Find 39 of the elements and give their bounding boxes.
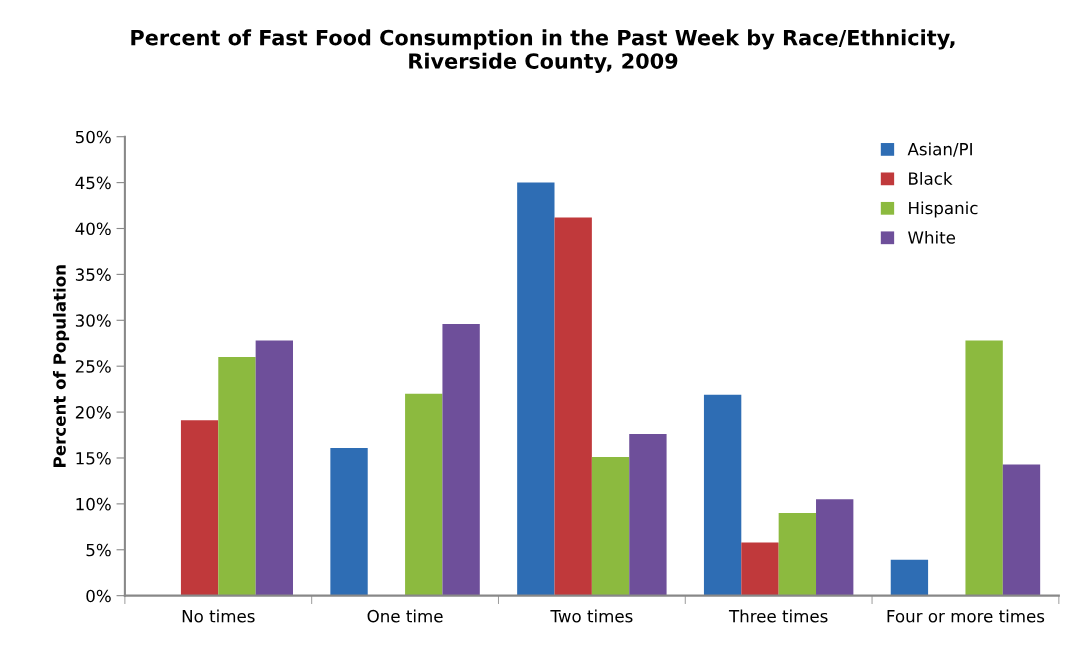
bar bbox=[629, 434, 667, 596]
bar bbox=[703, 394, 742, 596]
y-tick-label: 25% bbox=[75, 360, 111, 373]
bar bbox=[1002, 464, 1041, 596]
legend-label: Hispanic bbox=[909, 201, 978, 218]
bar bbox=[442, 323, 480, 596]
y-tick-label: 35% bbox=[75, 268, 111, 281]
bar bbox=[180, 420, 219, 596]
bar bbox=[330, 447, 368, 596]
legend-label: White bbox=[908, 230, 956, 244]
x-tick-label: No times bbox=[182, 609, 255, 623]
bar bbox=[255, 340, 293, 596]
legend-label: Black bbox=[909, 171, 953, 185]
bar bbox=[778, 513, 817, 596]
x-tick-label: Three times bbox=[728, 609, 828, 623]
y-tick-label: 15% bbox=[76, 451, 111, 465]
bar bbox=[218, 357, 256, 596]
bar bbox=[741, 542, 779, 596]
x-tick-label: Two times bbox=[550, 609, 633, 623]
bar bbox=[816, 499, 854, 596]
y-tick-label: 20% bbox=[75, 406, 111, 419]
bar bbox=[965, 340, 1003, 596]
bar bbox=[890, 559, 929, 596]
bar bbox=[554, 217, 592, 596]
y-tick-label: 50% bbox=[75, 130, 111, 144]
chart-title: Percent of Fast Food Consumption in the Past Week by Race/Ethnicity, Riverside County, 2009 bbox=[131, 29, 955, 74]
bar bbox=[517, 182, 555, 596]
x-tick-label: One time bbox=[367, 609, 443, 623]
bar bbox=[591, 457, 630, 596]
y-tick-label: 0% bbox=[86, 589, 111, 603]
x-tick-label: Four or more times bbox=[887, 609, 1045, 623]
legend-label: Asian/PI bbox=[907, 142, 972, 157]
y-tick-label: 45% bbox=[75, 176, 111, 190]
bar bbox=[405, 393, 443, 596]
y-axis-title: Percent of Population bbox=[52, 265, 70, 467]
y-tick-label: 10% bbox=[76, 497, 111, 511]
y-tick-label: 40% bbox=[75, 222, 111, 236]
y-tick-label: 5% bbox=[86, 543, 111, 557]
y-tick-label: 30% bbox=[75, 314, 111, 327]
